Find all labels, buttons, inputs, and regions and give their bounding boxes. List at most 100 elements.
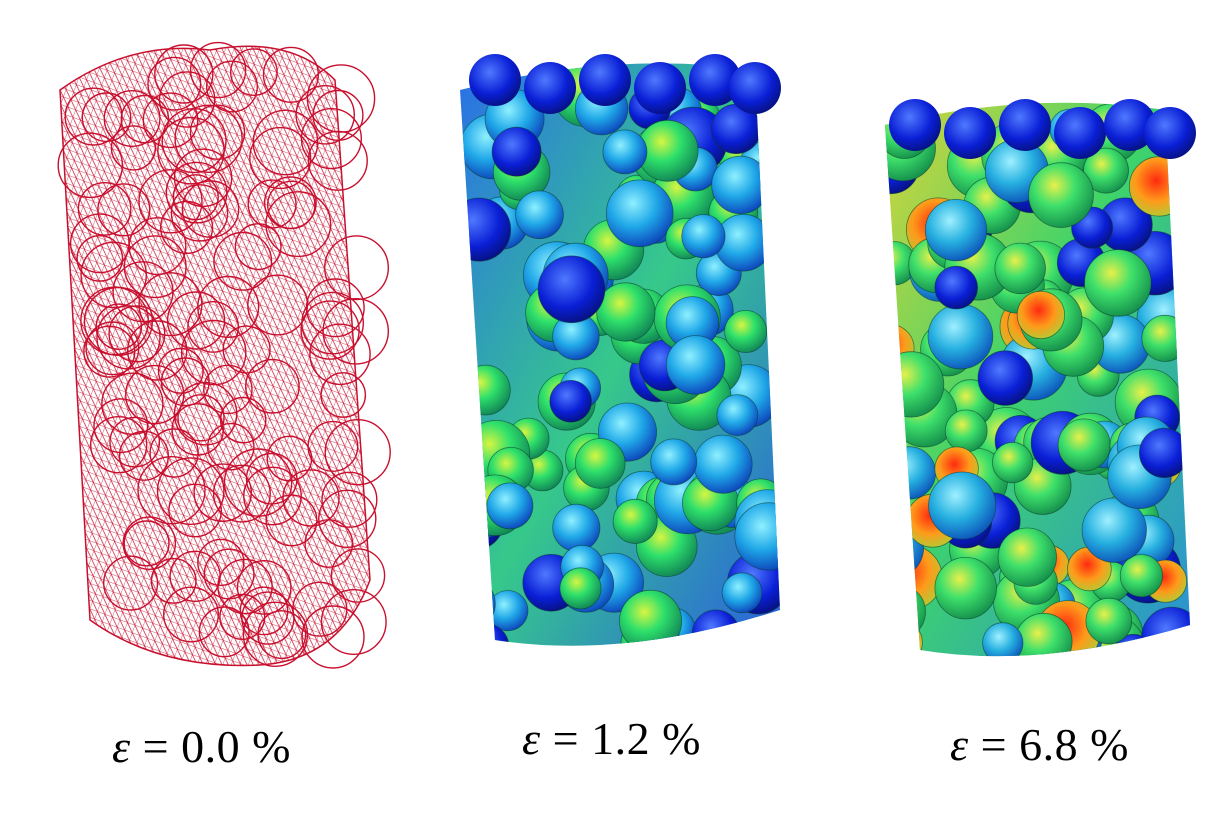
strain-caption: ε = 6.8 % xyxy=(950,718,1129,771)
mesh-particle xyxy=(330,548,386,603)
top-sphere xyxy=(579,54,631,106)
particle-sphere xyxy=(491,126,542,177)
mesh-particle xyxy=(187,300,240,353)
particle-sphere xyxy=(665,335,726,395)
mesh-particle xyxy=(197,275,260,338)
mesh-particle xyxy=(160,200,214,254)
mesh-particle xyxy=(262,46,319,103)
particle-sphere xyxy=(734,502,780,571)
particle-sphere xyxy=(1129,156,1190,217)
mesh-particle xyxy=(282,469,340,527)
particle-sphere xyxy=(724,309,768,353)
particle-sphere xyxy=(1028,162,1094,228)
particle-sphere xyxy=(711,155,770,215)
mesh-particle xyxy=(109,416,161,468)
mesh-particle xyxy=(93,398,149,454)
mesh-particle xyxy=(324,419,391,486)
strain-value: 1.2 xyxy=(591,713,651,764)
mesh-particle xyxy=(266,435,313,482)
mesh-particle xyxy=(102,555,159,611)
mesh-particle xyxy=(170,184,229,242)
contour-specimen-low-strain xyxy=(455,50,790,675)
equals-sign: = xyxy=(968,719,1020,770)
particle-sphere xyxy=(1014,612,1073,657)
particle-sphere xyxy=(1141,314,1189,362)
mesh-specimen-svg xyxy=(57,41,391,669)
mesh-particle xyxy=(173,148,233,208)
particle-sphere xyxy=(928,471,997,540)
mesh-particle xyxy=(213,231,273,291)
mesh-particle xyxy=(103,89,161,147)
mesh-particle xyxy=(180,319,247,386)
mesh-sphere-layer xyxy=(57,41,391,669)
strain-unit: % xyxy=(1078,719,1129,770)
top-sphere-caps xyxy=(889,99,1196,159)
particle-sphere xyxy=(552,503,601,552)
mesh-particle xyxy=(123,520,170,567)
strain-symbol: ε xyxy=(522,713,541,764)
particle-sphere xyxy=(462,623,510,646)
mesh-particle xyxy=(120,94,170,144)
top-sphere xyxy=(889,99,941,151)
particle-sphere xyxy=(602,129,648,175)
mesh-particle xyxy=(147,56,202,111)
mesh-particle xyxy=(157,347,204,394)
particle-sphere xyxy=(747,617,780,646)
mesh-particle xyxy=(189,41,247,99)
mesh-particle xyxy=(318,489,377,548)
top-sphere xyxy=(1104,99,1156,151)
mesh-particle xyxy=(154,44,214,104)
particle-sphere xyxy=(1138,427,1190,478)
particle-sphere xyxy=(934,265,978,310)
strain-symbol: ε xyxy=(950,719,969,770)
strain-unit: % xyxy=(650,713,701,764)
particle-sphere xyxy=(715,624,761,646)
top-sphere xyxy=(729,62,781,114)
mesh-particle xyxy=(83,325,136,378)
mesh-particle xyxy=(128,217,187,276)
mesh-particle xyxy=(321,471,378,528)
strain-caption: ε = 0.0 % xyxy=(112,720,291,773)
particle-sphere xyxy=(885,544,943,611)
mesh-particle xyxy=(249,126,312,190)
particle-sphere xyxy=(716,394,759,437)
mesh-particle xyxy=(138,169,203,234)
mesh-particle xyxy=(142,92,199,149)
mesh-particle xyxy=(101,372,164,435)
mesh-particle xyxy=(108,305,166,363)
particle-sphere xyxy=(994,242,1046,295)
mesh-particle xyxy=(157,116,225,185)
mesh-particle xyxy=(158,71,216,128)
mesh-particle xyxy=(76,234,124,282)
particle-sphere xyxy=(693,434,753,494)
mesh-particle xyxy=(137,456,206,525)
particle-sphere xyxy=(721,572,763,614)
mesh-particle xyxy=(174,104,243,174)
mesh-particle xyxy=(212,464,271,523)
mesh-particle xyxy=(149,428,199,478)
particle-sphere xyxy=(549,379,592,423)
mesh-particle xyxy=(162,586,219,643)
mesh-particle xyxy=(243,466,302,526)
mesh-particle xyxy=(229,48,278,96)
mesh-particle xyxy=(307,130,368,191)
particle-sphere xyxy=(460,197,512,262)
mesh-particle xyxy=(295,85,356,145)
mesh-particle xyxy=(80,241,147,309)
top-sphere xyxy=(524,62,576,114)
mesh-particle xyxy=(166,291,226,350)
mesh-particle xyxy=(301,291,364,355)
mesh-particle xyxy=(193,463,252,523)
particle-sphere xyxy=(1016,290,1065,339)
equals-sign: = xyxy=(130,721,182,772)
particle-sphere xyxy=(515,190,564,240)
mesh-particle xyxy=(189,104,246,160)
mesh-particle xyxy=(257,610,307,660)
particle-sphere xyxy=(460,576,496,632)
mesh-particle xyxy=(206,422,255,471)
mesh-specimen-undeformed xyxy=(40,20,391,670)
mesh-particle xyxy=(239,586,289,636)
particle-sphere xyxy=(977,350,1033,406)
mesh-particle xyxy=(169,550,221,602)
mesh-particle xyxy=(123,235,187,299)
